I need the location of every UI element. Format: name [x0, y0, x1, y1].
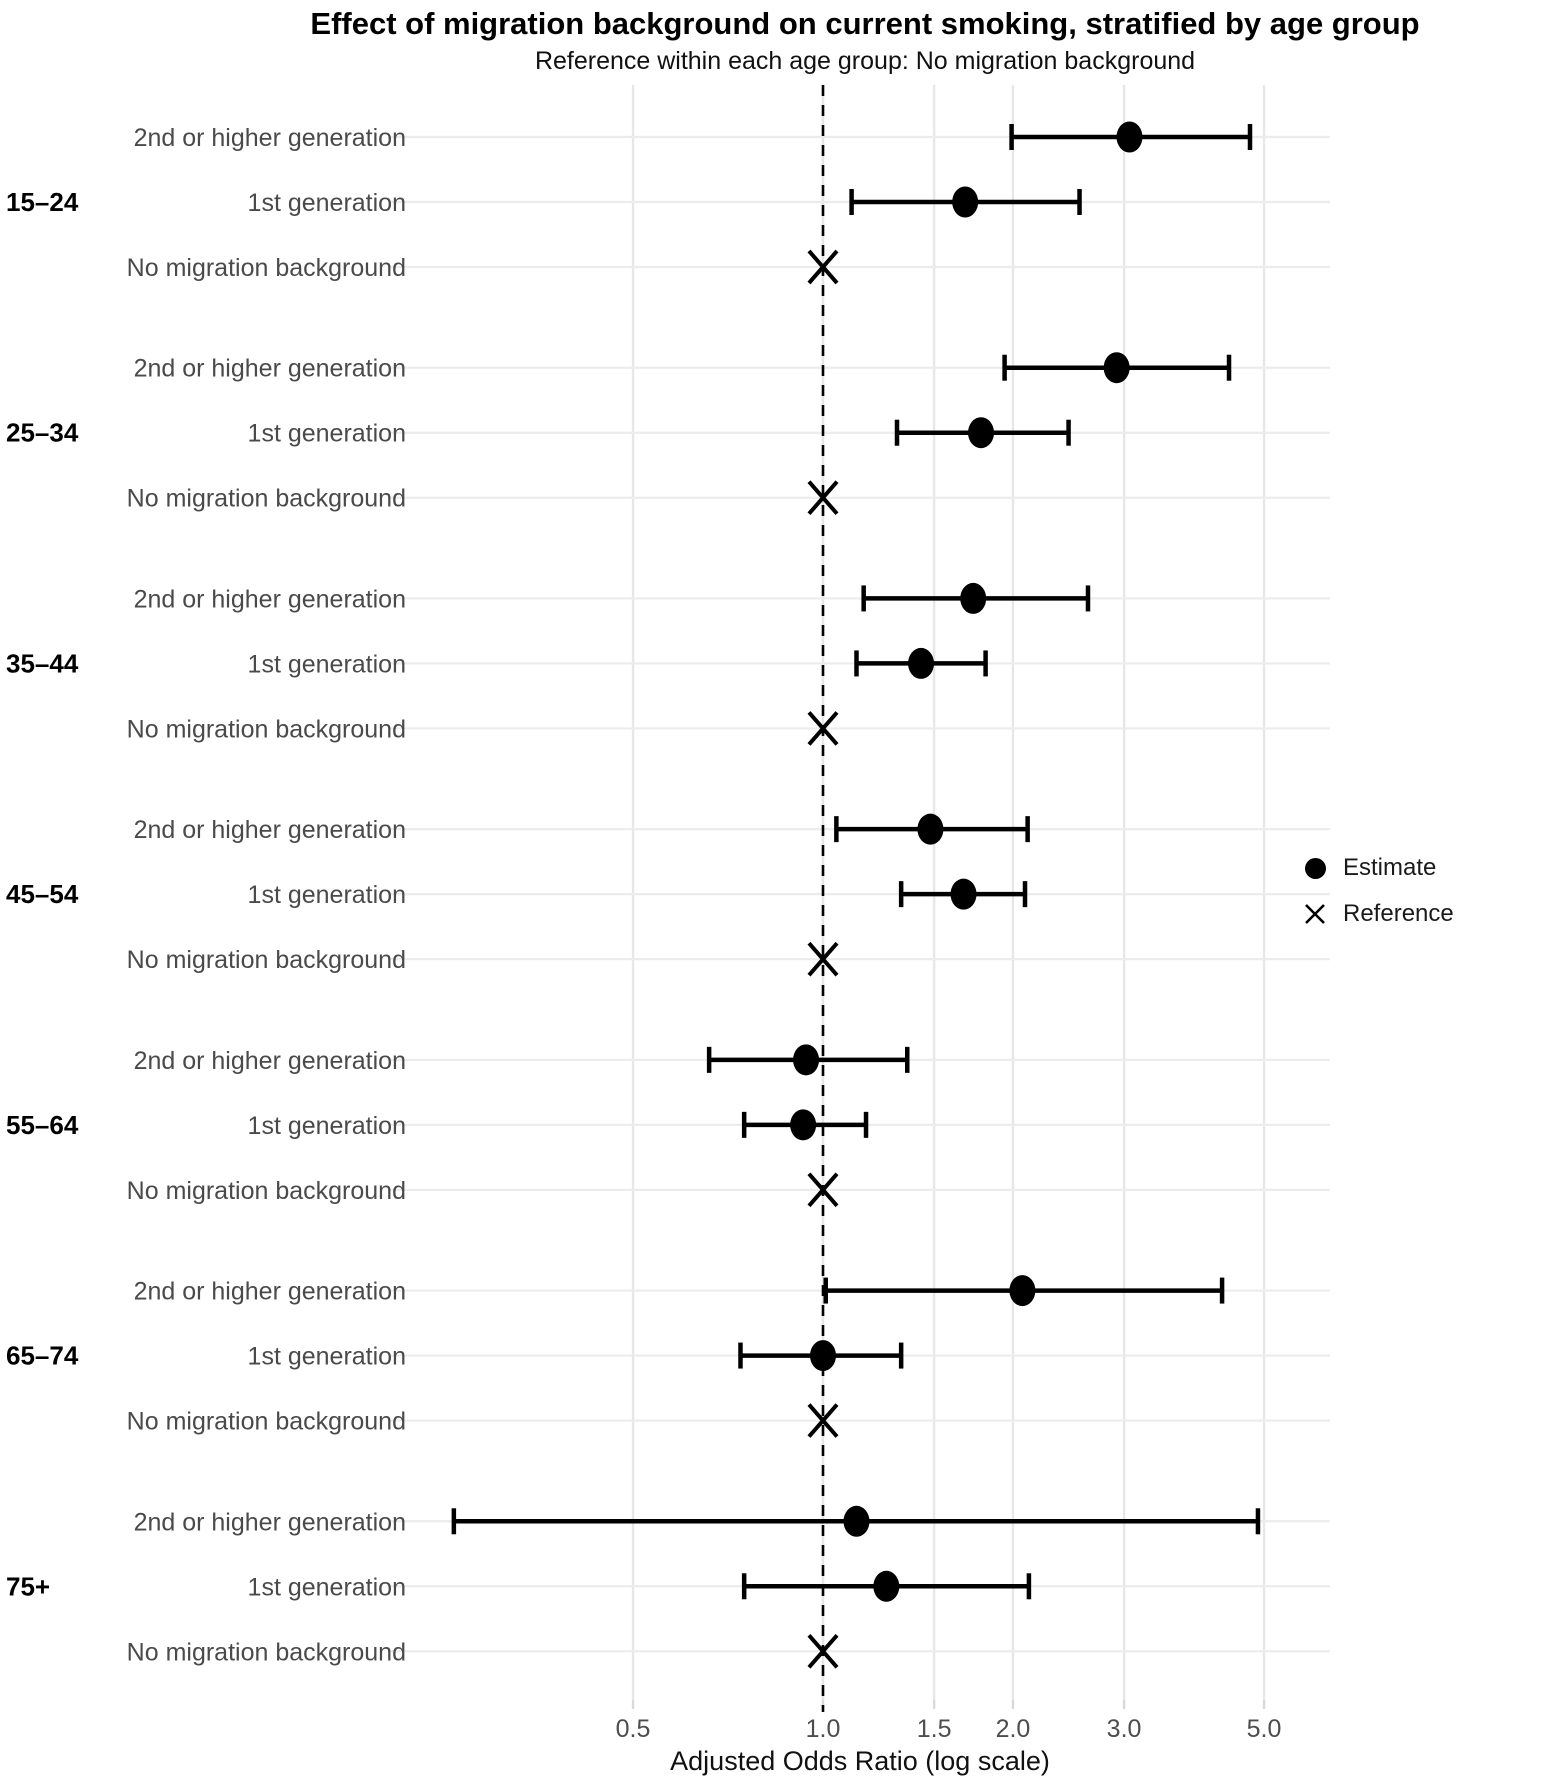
row-label: 2nd or higher generation: [134, 585, 406, 613]
reference-x-marker: [807, 1403, 839, 1438]
age-group-label: 25–34: [6, 418, 79, 448]
estimate-dot-icon: [1300, 853, 1330, 883]
row-label: 1st generation: [248, 1112, 406, 1140]
estimate-point: [1116, 121, 1143, 153]
row-label: 2nd or higher generation: [134, 1508, 406, 1536]
x-tick-label: 2.0: [996, 1715, 1031, 1743]
estimate-point: [952, 186, 979, 218]
row-label: 1st generation: [248, 1343, 406, 1371]
legend: Estimate Reference: [1300, 850, 1454, 932]
legend-item-reference: Reference: [1300, 896, 1454, 932]
legend-label-reference: Reference: [1343, 900, 1454, 927]
estimate-point: [810, 1340, 836, 1372]
estimate-point: [843, 1505, 870, 1537]
row-label: 1st generation: [248, 189, 406, 217]
x-tick-label: 1.0: [806, 1715, 841, 1743]
reference-x-marker: [807, 480, 839, 516]
x-tick-label: 3.0: [1107, 1715, 1142, 1743]
estimate-point: [873, 1570, 900, 1602]
row-label: 1st generation: [248, 420, 406, 448]
row-label: No migration background: [127, 1408, 406, 1436]
chart-title: Effect of migration background on curren…: [310, 6, 1420, 41]
row-label: 2nd or higher generation: [134, 124, 406, 152]
legend-item-estimate: Estimate: [1300, 850, 1454, 886]
age-group-label: 55–64: [6, 1110, 79, 1140]
chart-subtitle: Reference within each age group: No migr…: [534, 47, 1196, 75]
legend-label-estimate: Estimate: [1343, 854, 1437, 881]
row-label: No migration background: [127, 485, 406, 513]
row-label: 2nd or higher generation: [134, 355, 406, 383]
row-label: 2nd or higher generation: [134, 1278, 406, 1306]
reference-x-marker: [807, 711, 839, 746]
estimate-point: [790, 1109, 817, 1141]
row-label: No migration background: [127, 254, 406, 282]
row-label: 1st generation: [248, 881, 406, 909]
x-tick-label: 0.5: [616, 1715, 651, 1743]
x-tick-label: 1.5: [917, 1715, 952, 1743]
x-tick-label: 5.0: [1247, 1715, 1282, 1743]
age-group-label: 75+: [6, 1571, 50, 1601]
estimate-point: [968, 417, 995, 449]
estimate-point: [960, 582, 987, 614]
reference-x-marker: [807, 249, 839, 285]
estimate-point: [793, 1044, 820, 1076]
row-label: 2nd or higher generation: [134, 816, 406, 844]
age-group-label: 15–24: [6, 187, 79, 217]
row-label: No migration background: [127, 946, 406, 974]
age-group-label: 35–44: [6, 648, 79, 678]
x-axis-title: Adjusted Odds Ratio (log scale): [670, 1746, 1050, 1776]
age-group-label: 45–54: [6, 879, 79, 909]
row-label: No migration background: [127, 715, 406, 743]
estimate-point: [1009, 1275, 1036, 1307]
age-group-label: 65–74: [6, 1341, 79, 1371]
row-label: 1st generation: [248, 1573, 406, 1601]
row-label: No migration background: [127, 1177, 406, 1205]
reference-x-marker: [807, 1172, 839, 1208]
row-label: 2nd or higher generation: [134, 1047, 406, 1075]
estimate-point: [950, 878, 977, 910]
row-label: No migration background: [127, 1638, 406, 1666]
reference-x-marker: [807, 941, 839, 977]
estimate-point: [908, 647, 935, 679]
reference-x-icon: [1300, 899, 1330, 929]
estimate-point: [1103, 352, 1130, 384]
row-label: 1st generation: [248, 650, 406, 678]
reference-x-marker: [807, 1633, 839, 1669]
estimate-point: [917, 813, 944, 845]
